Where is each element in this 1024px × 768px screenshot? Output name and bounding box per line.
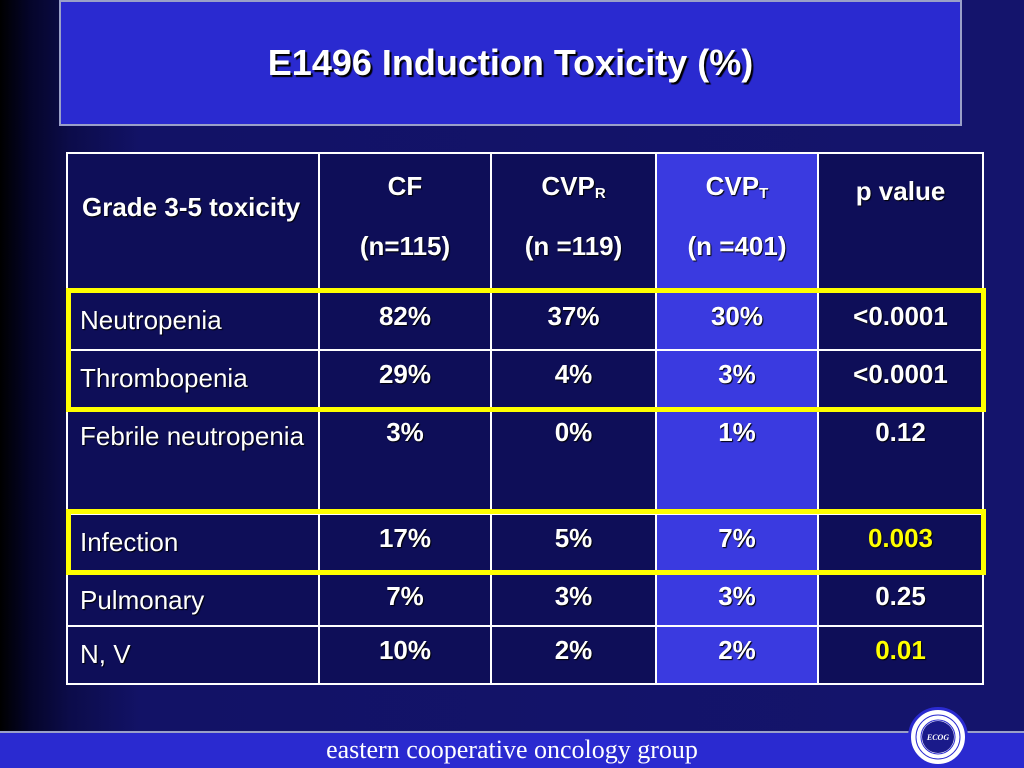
header-cf-name: CF — [387, 171, 423, 201]
header-cvpr: CVPR (n =119) — [490, 152, 657, 293]
cell-cvpr: 3% — [490, 573, 657, 627]
logo-text: ECOG — [926, 732, 950, 742]
row-label: Febrile neutropenia — [66, 407, 320, 515]
cell-cvpr: 2% — [490, 625, 657, 685]
header-cvpr-name-wrap: CVPR — [492, 166, 655, 206]
title-bar: E1496 Induction Toxicity (%) — [59, 0, 962, 126]
cell-pvalue: 0.12 — [817, 407, 984, 515]
header-cf: CF (n=115) — [318, 152, 492, 293]
cell-cf: 7% — [318, 573, 492, 627]
cell-pvalue: 0.003 — [817, 513, 984, 575]
cell-cvpt: 3% — [655, 573, 819, 627]
cell-pvalue: <0.0001 — [817, 349, 984, 409]
cell-cf: 29% — [318, 349, 492, 409]
toxicity-table: Grade 3-5 toxicity CF (n=115) CVPR (n =1… — [66, 152, 984, 685]
header-cf-n: (n=115) — [359, 231, 451, 261]
table-header-row: Grade 3-5 toxicity CF (n=115) CVPR (n =1… — [66, 152, 984, 293]
header-cvpr-sub: R — [594, 185, 606, 202]
row-label: Infection — [66, 513, 320, 575]
header-cvpt-n: (n =401) — [687, 231, 787, 261]
cell-cf: 82% — [318, 291, 492, 351]
cell-cvpt: 3% — [655, 349, 819, 409]
slide-title: E1496 Induction Toxicity (%) — [267, 42, 754, 83]
header-cvpr-n: (n =119) — [524, 231, 623, 261]
footer-text: eastern cooperative oncology group — [326, 735, 698, 764]
cell-pvalue: 0.25 — [817, 573, 984, 627]
cell-cf: 10% — [318, 625, 492, 685]
cell-cvpt: 7% — [655, 513, 819, 575]
cell-cvpr: 4% — [490, 349, 657, 409]
row-label: Thrombopenia — [66, 349, 320, 409]
table-row: N, V 10% 2% 2% 0.01 — [66, 625, 984, 685]
cell-pvalue: 0.01 — [817, 625, 984, 685]
logo-ring-icon — [915, 714, 961, 760]
row-label: Neutropenia — [66, 291, 320, 351]
header-cvpt-name-wrap: CVPT — [657, 166, 817, 206]
footer-bar: eastern cooperative oncology group — [0, 731, 1024, 768]
cell-cvpr: 0% — [490, 407, 657, 515]
row-label: N, V — [66, 625, 320, 685]
cell-cf: 3% — [318, 407, 492, 515]
cell-pvalue: <0.0001 — [817, 291, 984, 351]
table-row: Thrombopenia 29% 4% 3% <0.0001 — [66, 349, 984, 409]
logo-center: ECOG — [922, 721, 954, 753]
cell-cvpt: 2% — [655, 625, 819, 685]
table-row: Neutropenia 82% 37% 30% <0.0001 — [66, 291, 984, 351]
table-row: Pulmonary 7% 3% 3% 0.25 — [66, 573, 984, 627]
header-cvpr-name: CVP — [541, 171, 595, 201]
table-row: Infection 17% 5% 7% 0.003 — [66, 513, 984, 575]
header-cvpt-name: CVP — [705, 171, 760, 201]
ecog-logo: ECOG — [908, 707, 968, 767]
cell-cvpr: 37% — [490, 291, 657, 351]
header-grade-label: Grade 3-5 toxicity — [66, 152, 320, 293]
header-cvpt-sub: T — [759, 185, 769, 202]
cell-cvpt: 1% — [655, 407, 819, 515]
cell-cf: 17% — [318, 513, 492, 575]
header-pvalue-label: p value — [855, 176, 946, 206]
header-cvpt: CVPT (n =401) — [655, 152, 819, 293]
header-pvalue: p value — [817, 152, 984, 293]
row-label: Pulmonary — [66, 573, 320, 627]
cell-cvpt: 30% — [655, 291, 819, 351]
cell-cvpr: 5% — [490, 513, 657, 575]
table-row: Febrile neutropenia 3% 0% 1% 0.12 — [66, 407, 984, 515]
